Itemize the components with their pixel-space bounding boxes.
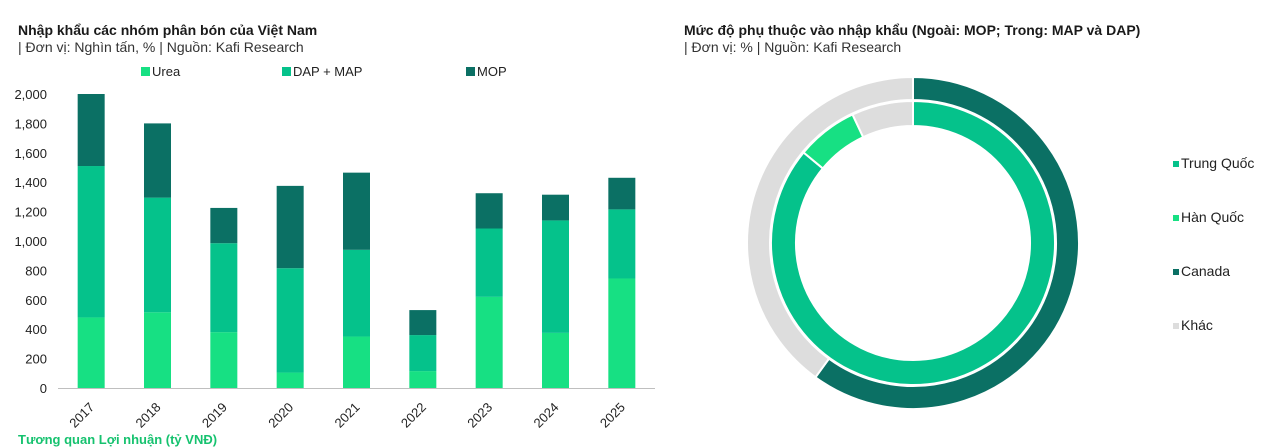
bar-segment-mop-2025 [608,177,636,210]
legend-item-mop: MOP [466,64,507,79]
svg-text:Hàn Quốc: Hàn Quốc [1181,209,1244,225]
svg-text:Khác: Khác [1181,317,1213,333]
x-tick-label: 2019 [199,400,230,431]
bar-chart-panel: Nhập khẩu các nhóm phân bón của Việt Nam… [14,22,655,431]
x-tick-label: 2023 [464,400,495,431]
donut-chart: Trung Quốc Hàn Quốc Canada Khác [746,75,1254,410]
y-tick-label: 0 [40,381,47,396]
y-tick-label: 1,400 [14,175,47,190]
bar-segment-dap-map-2020 [276,268,304,373]
bar-chart-title: Nhập khẩu các nhóm phân bón của Việt Nam [18,22,318,38]
svg-text:Urea: Urea [152,64,181,79]
bar-segment-urea-2023 [475,296,503,388]
bar-segment-urea-2021 [343,336,370,388]
x-tick-label: 2020 [265,400,296,431]
bar-segment-mop-2020 [276,185,304,269]
legend-item-urea: Urea [141,64,181,79]
bar-segment-dap-map-2022 [409,335,437,372]
inner-ring-slice-kh-c [851,99,914,139]
donut-chart-title: Mức độ phụ thuộc vào nhập khẩu (Ngoài: M… [684,22,1141,38]
bar-segment-mop-2023 [475,193,503,229]
bar-segment-urea-2019 [210,332,238,388]
y-tick-label: 400 [25,322,47,337]
svg-text:Trung Quốc: Trung Quốc [1181,155,1254,171]
bar-segment-urea-2022 [409,371,437,388]
bar-chart: 0 200 400 600 800 1,000 1,200 1,400 1,600 1,800 2,… [14,64,655,431]
bar-segment-mop-2018 [144,123,171,198]
bar-segment-dap-map-2021 [343,249,370,337]
y-tick-label: 1,800 [14,116,47,131]
bar-chart-subtitle: | Đơn vị: Nghìn tấn, % | Nguồn: Kafi Res… [18,39,304,55]
y-tick-label: 200 [25,352,47,367]
y-tick-label: 1,200 [14,205,47,220]
x-tick-label: 2018 [133,400,164,431]
inner-ring-slice-trung-qu-c [770,99,1056,386]
legend-item-h-n-qu-c: Hàn Quốc [1173,209,1244,225]
x-tick-label: 2017 [66,400,97,431]
svg-text:MOP: MOP [477,64,507,79]
bar-segment-urea-2020 [276,372,304,388]
svg-text:Canada: Canada [1181,263,1230,279]
footer-caption: Tương quan Lợi nhuận (tỷ VNĐ) [18,432,218,447]
bar-segment-dap-map-2025 [608,209,636,279]
x-tick-label: 2022 [398,400,429,431]
y-tick-label: 800 [25,263,47,278]
y-tick-label: 2,000 [14,87,47,102]
bar-segment-mop-2022 [409,310,437,336]
bar-segment-urea-2024 [542,332,569,388]
donut-chart-panel: Mức độ phụ thuộc vào nhập khẩu (Ngoài: M… [670,0,1267,444]
bar-segment-urea-2025 [608,278,636,388]
legend-item-trung-qu-c: Trung Quốc [1173,155,1254,171]
bar-segment-dap-map-2019 [210,243,238,333]
bar-segment-dap-map-2017 [77,166,105,318]
bar-segment-mop-2021 [343,172,370,250]
bar-segment-urea-2017 [77,317,105,388]
legend-item-dap-map: DAP + MAP [282,64,362,79]
x-tick-label: 2024 [531,400,562,431]
donut-chart-subtitle: | Đơn vị: % | Nguồn: Kafi Research [684,39,902,55]
x-tick-label: 2021 [332,400,363,431]
bar-segment-mop-2017 [77,94,105,167]
bar-segment-mop-2024 [542,194,569,221]
y-tick-label: 600 [25,293,47,308]
x-tick-label: 2025 [597,400,628,431]
bar-segment-mop-2019 [210,207,238,244]
svg-text:DAP + MAP: DAP + MAP [293,64,362,79]
legend-item-canada: Canada [1173,263,1230,279]
y-tick-label: 1,600 [14,146,47,161]
bar-segment-dap-map-2018 [144,197,171,313]
legend-item-kh-c: Khác [1173,317,1213,333]
bar-segment-urea-2018 [144,312,171,388]
y-tick-label: 1,000 [14,234,47,249]
bar-segment-dap-map-2023 [475,228,503,297]
bar-segment-dap-map-2024 [542,220,569,333]
